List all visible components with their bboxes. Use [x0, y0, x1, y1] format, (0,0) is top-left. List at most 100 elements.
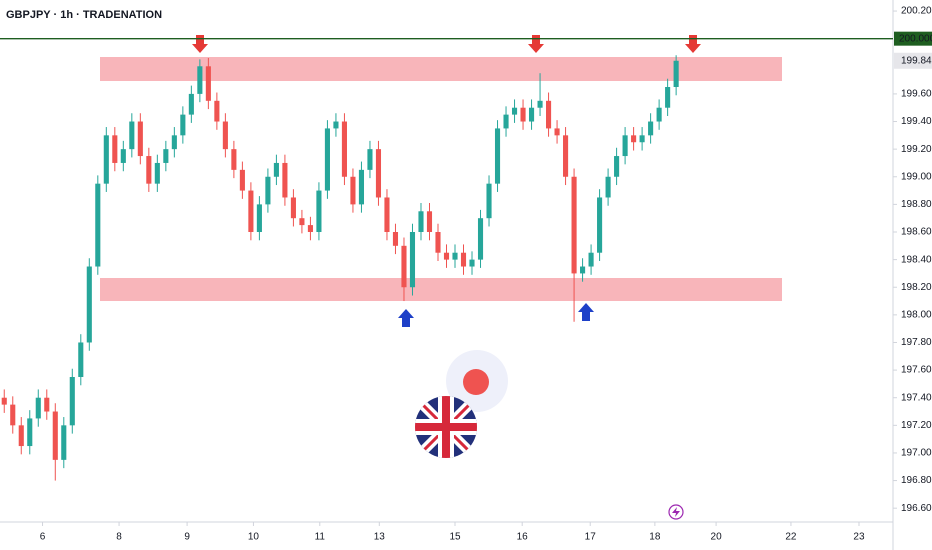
y-tick-label: 198.400: [901, 254, 932, 265]
candle-body: [665, 87, 671, 108]
chart-title: GBPJPY · 1h · TRADENATION: [6, 9, 162, 21]
candle-body: [656, 107, 662, 122]
candle-body: [435, 232, 441, 253]
candle-body: [273, 162, 279, 177]
y-tick-label: 198.200: [901, 282, 932, 293]
candle-body: [61, 425, 67, 460]
x-tick-label: 22: [785, 532, 797, 543]
candle-body: [375, 149, 382, 198]
candle-body: [452, 252, 458, 260]
candles: [1, 55, 679, 481]
support-arrows: [398, 303, 594, 327]
candle-body: [265, 176, 271, 205]
candle-body: [1, 397, 7, 405]
candle-body: [256, 204, 262, 232]
y-tick-label: 199.200: [901, 144, 932, 155]
candle-body: [605, 176, 611, 198]
candle-body: [95, 183, 101, 267]
event-icon[interactable]: [668, 504, 684, 520]
x-tick-label: 6: [40, 532, 46, 543]
candle-body: [18, 425, 24, 447]
last-price-box: [894, 52, 932, 69]
y-tick-label: 197.400: [901, 392, 932, 403]
candle-body: [443, 252, 450, 260]
y-tick-label: 199.000: [901, 171, 932, 182]
candle-body: [639, 135, 645, 143]
candle-body: [503, 114, 509, 129]
up-arrow: [578, 303, 594, 321]
candle-body: [137, 121, 143, 157]
candle-body: [648, 121, 654, 136]
hline-label-box: [894, 31, 932, 46]
candle-body: [86, 266, 92, 343]
resistance-zone: [100, 57, 782, 81]
x-tick-label: 11: [315, 532, 326, 543]
support-zone: [100, 278, 782, 301]
y-tick-label: 198.000: [901, 309, 932, 320]
candle-body: [205, 66, 211, 101]
y-tick-label: 197.000: [901, 448, 932, 459]
candle-body: [103, 135, 109, 184]
candle-body: [129, 121, 135, 150]
candle-body: [78, 342, 84, 377]
candle-body: [299, 218, 305, 226]
candle-body: [324, 128, 330, 191]
candle-body: [528, 107, 535, 122]
candle-body: [571, 176, 577, 274]
candle-body: [588, 252, 594, 267]
down-arrow: [685, 35, 701, 53]
candle-body: [188, 93, 194, 115]
x-tick-label: 13: [374, 532, 386, 543]
candle-body: [231, 149, 237, 170]
candle-body: [486, 183, 492, 219]
candle-body: [520, 107, 526, 122]
candle-body: [171, 135, 177, 150]
down-arrow: [192, 35, 208, 53]
y-tick-label: 197.200: [901, 420, 932, 431]
candle-body: [597, 197, 603, 253]
candle-body: [154, 162, 160, 184]
y-tick-label: 198.600: [901, 227, 932, 238]
candle-body: [248, 190, 254, 232]
candle-body: [358, 169, 365, 205]
candle-body: [52, 411, 58, 460]
candle-body: [401, 245, 407, 288]
candle-body: [631, 135, 637, 143]
candle-body: [477, 218, 484, 260]
y-tick-label: 198.800: [901, 199, 932, 210]
candle-body: [546, 100, 552, 129]
candle-body: [350, 176, 356, 205]
candle-body: [307, 225, 313, 232]
x-tick-label: 17: [585, 532, 597, 543]
down-arrow: [528, 35, 544, 53]
candle-body: [120, 149, 126, 163]
resistance-arrows: [192, 35, 701, 53]
candle-body: [673, 60, 679, 87]
candle-body: [469, 259, 475, 267]
candle-body: [69, 377, 75, 426]
candle-body: [163, 149, 169, 163]
y-tick-label: 197.800: [901, 337, 932, 348]
x-tick-label: 16: [517, 532, 529, 543]
candle-body: [290, 197, 296, 219]
candle-body: [409, 232, 416, 288]
candle-body: [622, 135, 628, 157]
up-arrow: [398, 309, 414, 327]
candle-body: [214, 100, 220, 122]
candle-body: [614, 156, 620, 177]
y-tick-label: 199.400: [901, 116, 932, 127]
candle-body: [384, 197, 390, 232]
last-price-label: 199.840: [901, 55, 932, 66]
y-tick-label: 199.600: [901, 89, 932, 100]
hline-label: 200.000: [899, 33, 932, 44]
candle-body: [392, 232, 399, 246]
candle-body: [418, 211, 424, 232]
candle-body: [222, 121, 228, 150]
x-tick-label: 15: [449, 532, 461, 543]
x-tick-label: 20: [711, 532, 723, 543]
candle-body: [341, 121, 347, 177]
candle-body: [197, 66, 203, 94]
candle-body: [180, 114, 186, 136]
candle-body: [333, 121, 339, 129]
